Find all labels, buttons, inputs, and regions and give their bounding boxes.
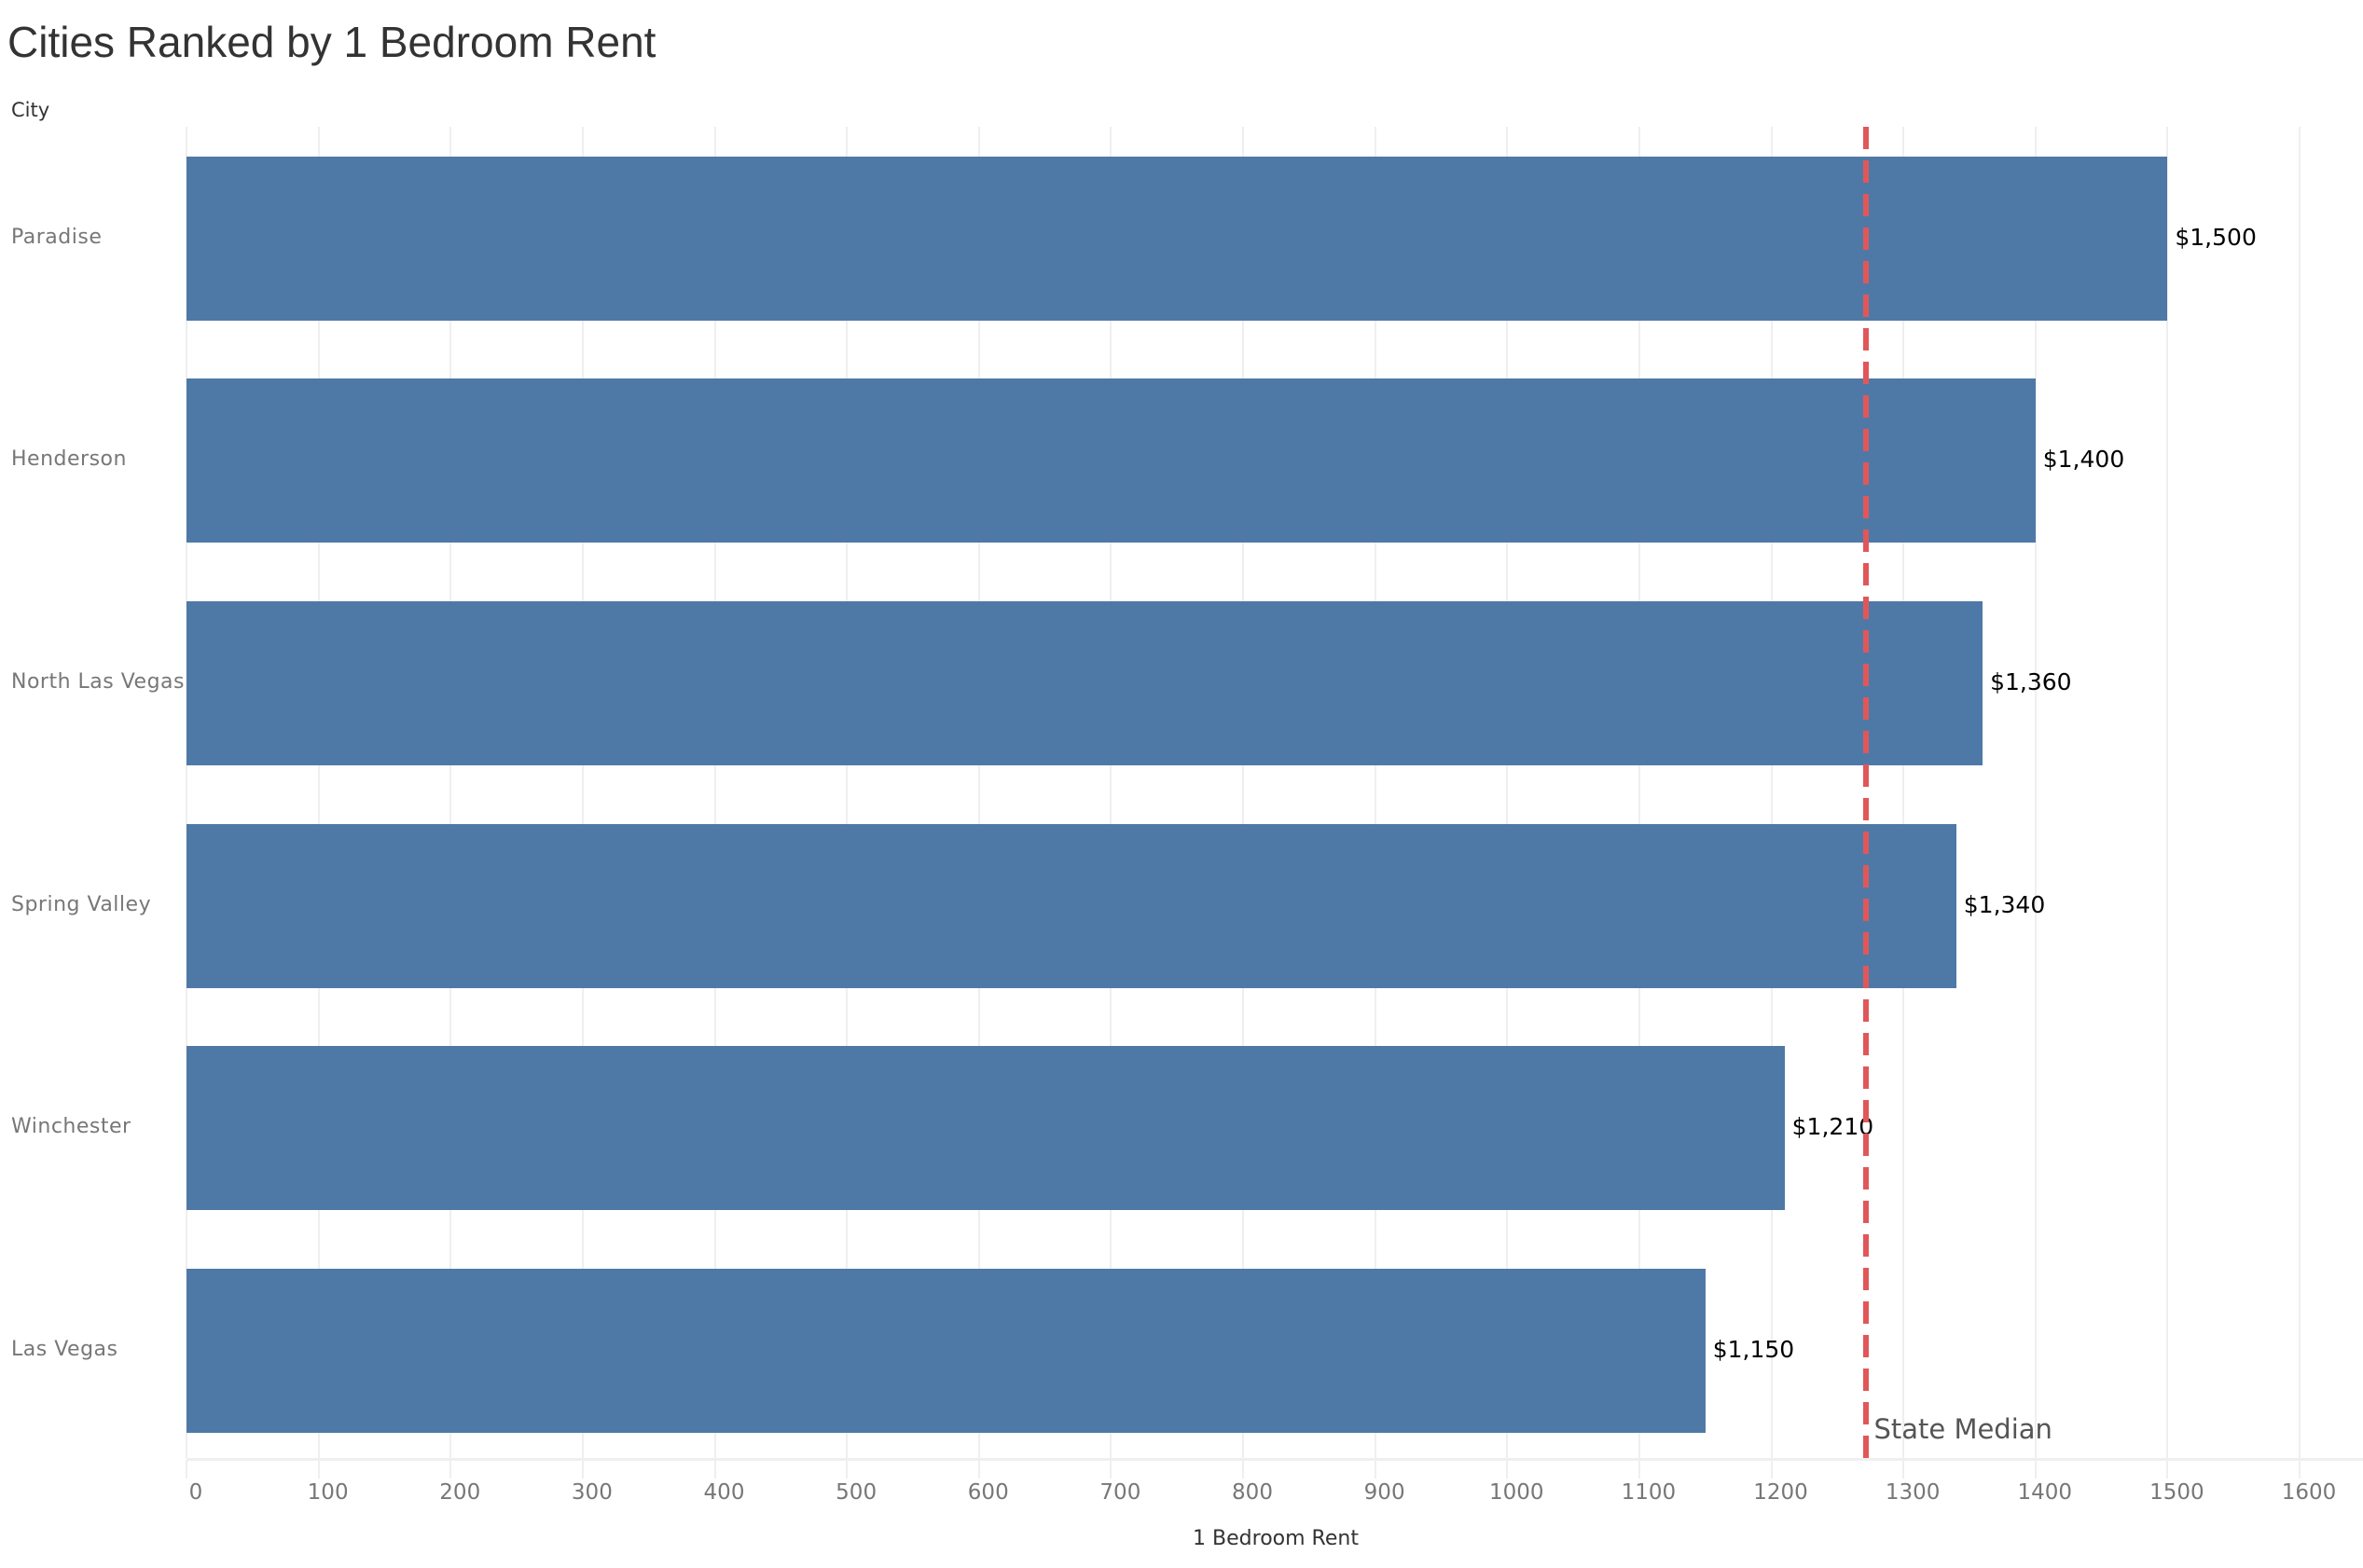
tick-mark [2034,1460,2037,1479]
state-median-line [1863,127,1870,1458]
tick-mark [581,1460,584,1479]
x-axis-line [187,1458,2363,1461]
category-label: Spring Valley [11,893,152,916]
x-tick-label: 0 [188,1480,203,1505]
x-tick-label: 600 [967,1480,1009,1505]
tick-mark [1242,1460,1244,1479]
bar-las-vegas[interactable] [187,1269,1706,1433]
gridline [2166,127,2169,1458]
x-tick-label: 400 [703,1480,745,1505]
gridline [977,127,980,1458]
tick-mark [1506,1460,1509,1479]
x-tick-label: 1200 [1753,1480,1808,1505]
gridline [186,127,187,1458]
tick-mark [713,1460,716,1479]
chart-title: Cities Ranked by 1 Bedroom Rent [7,18,656,66]
category-label: Paradise [11,226,103,249]
bar-value-label: $1,340 [1963,891,2046,918]
gridline [713,127,716,1458]
gridline [449,127,452,1458]
gridline [1110,127,1112,1458]
gridline [1242,127,1244,1458]
bar-paradise[interactable] [187,157,2168,321]
tick-mark [317,1460,320,1479]
gridline [1770,127,1773,1458]
plot-area: 0 100 200 300 400 500 600 700 800 900 1000 1100 1200… [186,127,2363,1505]
x-tick-label: 300 [571,1480,613,1505]
bar-spring-valley[interactable] [187,824,1956,988]
gridline [1374,127,1376,1458]
x-tick-label: 1100 [1621,1480,1677,1505]
bar-winchester[interactable] [187,1046,1785,1210]
category-label: Winchester [11,1115,131,1138]
tick-mark [1770,1460,1773,1479]
bar-henderson[interactable] [187,378,2036,543]
gridline [581,127,584,1458]
bar-value-label: $1,500 [2175,224,2257,251]
tick-mark [2166,1460,2169,1479]
bar-value-label: $1,360 [1990,668,2072,695]
bar-value-label: $1,400 [2042,446,2125,473]
tick-mark [449,1460,452,1479]
x-tick-label: 1400 [2017,1480,2073,1505]
x-tick-label: 500 [836,1480,877,1505]
gridline [1638,127,1640,1458]
bar-north-las-vegas[interactable] [187,601,1983,765]
category-label: Las Vegas [11,1338,118,1361]
x-tick-label: 800 [1232,1480,1273,1505]
bar-value-label: $1,150 [1712,1336,1795,1363]
gridline [317,127,320,1458]
tick-mark [186,1460,187,1479]
x-axis-caption: 1 Bedroom Rent [1193,1527,1359,1550]
gridline [2034,127,2037,1458]
gridline [1902,127,1905,1458]
category-label: Henderson [11,447,127,471]
bar-value-label: $1,210 [1791,1113,1874,1140]
category-label: North Las Vegas [11,670,186,694]
tick-mark [2299,1460,2301,1479]
tick-mark [1110,1460,1112,1479]
x-tick-label: 1000 [1488,1480,1544,1505]
tick-mark [846,1460,849,1479]
x-tick-label: 200 [439,1480,481,1505]
x-tick-label: 100 [307,1480,349,1505]
x-tick-label: 1600 [2281,1480,2337,1505]
x-tick-label: 900 [1363,1480,1405,1505]
x-tick-label: 1500 [2149,1480,2204,1505]
x-tick-label: 1300 [1885,1480,1941,1505]
gridline [1506,127,1509,1458]
tick-mark [1374,1460,1376,1479]
state-median-label: State Median [1873,1413,2052,1445]
tick-mark [1638,1460,1640,1479]
gridline [846,127,849,1458]
y-axis-caption: City [11,99,50,121]
gridline [2299,127,2301,1458]
x-tick-label: 700 [1099,1480,1141,1505]
tick-mark [1902,1460,1905,1479]
tick-mark [977,1460,980,1479]
